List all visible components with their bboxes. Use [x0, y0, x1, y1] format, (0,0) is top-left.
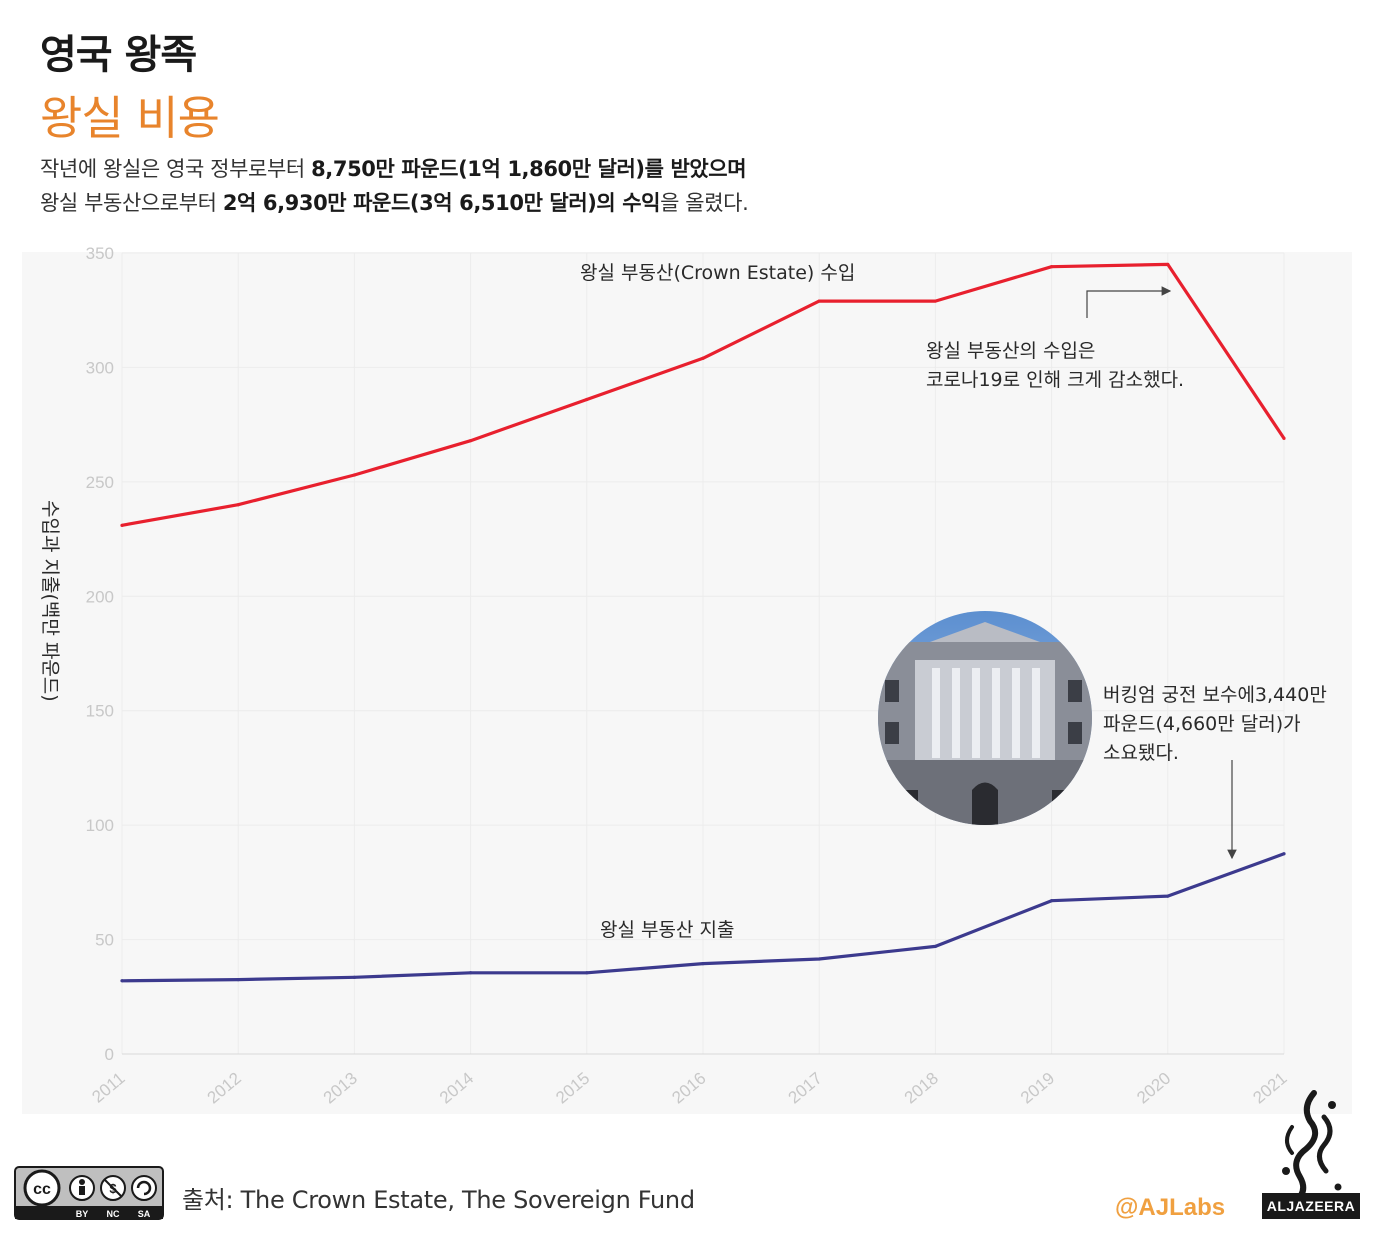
y-tick-label: 150: [86, 702, 114, 721]
y-tick-label: 0: [105, 1045, 114, 1064]
data-point: [236, 978, 240, 982]
y-tick-labels: 0 50 100 150 200 250 300 350: [86, 244, 114, 1064]
data-point: [236, 503, 240, 507]
y-axis-label: 수입과 지출(백만 파운드): [39, 500, 61, 702]
series-label-expense: 왕실 부동산 지출: [600, 919, 734, 941]
palace-annotation-line-1: 버킹엄 궁전 보수에3,440만: [1103, 684, 1327, 706]
cc-label-nc: NC: [107, 1209, 120, 1219]
ajlabs-handle: @AJLabs: [1115, 1194, 1226, 1221]
series-group: [120, 262, 1286, 983]
desc-bold: 8,750만 파운드(1억 1,860만 달러)를 받았으며: [311, 157, 747, 181]
y-tick-label: 100: [86, 816, 114, 835]
data-point: [1282, 436, 1286, 440]
cc-label-by: BY: [76, 1209, 89, 1219]
data-point: [585, 397, 589, 402]
description: 작년에 왕실은 영국 정부로부터 8,750만 파운드(1억 1,860만 달러…: [40, 152, 749, 220]
cc-license-badge: cc $ BY NC SA: [14, 1166, 164, 1220]
aljazeera-wordmark: ALJAZEERA: [1262, 1193, 1360, 1219]
covid-arrow: [1086, 286, 1172, 318]
plot-background: [22, 252, 1352, 1114]
data-point: [701, 356, 705, 360]
palace-annotation-line-3: 소요됐다.: [1103, 742, 1179, 764]
data-point: [120, 523, 124, 527]
y-tick-label: 50: [95, 931, 114, 950]
data-point: [933, 944, 938, 949]
description-line-2: 왕실 부동산으로부터 2억 6,930만 파운드(3억 6,510만 달러)의 …: [40, 186, 749, 220]
data-point: [352, 473, 356, 477]
desc-text: 작년에 왕실은 영국 정부로부터: [40, 157, 312, 181]
data-point: [469, 971, 473, 975]
data-point: [701, 962, 705, 966]
data-point: [352, 975, 356, 979]
covid-annotation-line-1: 왕실 부동산의 수입은: [926, 340, 1095, 362]
data-point: [817, 299, 821, 303]
svg-text:cc: cc: [33, 1181, 51, 1198]
data-point: [1166, 262, 1170, 267]
desc-bold: 2억 6,930만 파운드(3억 6,510만 달러)의 수익: [222, 191, 661, 215]
data-point: [120, 979, 124, 983]
data-point: [817, 957, 821, 961]
data-point: [1050, 265, 1054, 269]
desc-text: 왕실 부동산으로부터: [40, 191, 223, 215]
desc-text: 을 올렸다.: [660, 191, 749, 215]
y-tick-label: 350: [86, 244, 114, 263]
aljazeera-logo-icon: [1282, 1090, 1342, 1204]
data-point: [585, 971, 589, 975]
page-title: 영국 왕족: [40, 32, 197, 78]
data-point: [933, 299, 938, 303]
description-line-1: 작년에 왕실은 영국 정부로부터 8,750만 파운드(1억 1,860만 달러…: [40, 152, 748, 186]
sa-icon: [131, 1175, 157, 1201]
covid-annotation-line-2: 코로나19로 인해 크게 감소했다.: [926, 369, 1184, 391]
y-tick-label: 250: [86, 473, 114, 492]
cc-label-sa: SA: [138, 1209, 151, 1219]
page-subtitle: 왕실 비용: [40, 91, 220, 145]
palace-annotation-line-2: 파운드(4,660만 달러)가: [1103, 713, 1301, 735]
palace-photo: [878, 611, 1092, 825]
data-point: [1282, 852, 1286, 856]
data-point: [1050, 899, 1054, 903]
series-label-income: 왕실 부동산(Crown Estate) 수입: [580, 262, 855, 284]
data-point: [469, 439, 473, 443]
grid: [121, 252, 1285, 1055]
y-tick-label: 200: [86, 587, 114, 606]
data-point: [1166, 894, 1170, 898]
y-tick-label: 300: [86, 358, 114, 377]
source-note: 출처: The Crown Estate, The Sovereign Fund: [182, 1186, 695, 1214]
